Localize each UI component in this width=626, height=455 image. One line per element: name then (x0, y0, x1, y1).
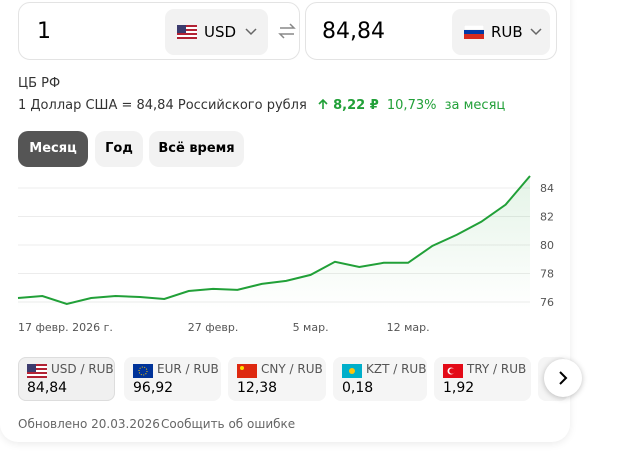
pair-card[interactable]: TRY / RUB 1,92 (434, 357, 531, 401)
next-button[interactable] (544, 359, 582, 397)
y-tick-label: 78 (540, 267, 554, 280)
flag (27, 364, 47, 378)
updated: Обновлено 20.03.2026 (18, 417, 160, 431)
pair-name: KZT / RUB (366, 362, 427, 376)
chevron (530, 28, 542, 36)
flag (443, 364, 463, 378)
pair-name: USD / RUB (51, 362, 114, 376)
flag (342, 364, 362, 378)
x-tick-label: 12 мар. (387, 321, 430, 334)
pair-value: 96,92 (133, 380, 174, 396)
pair-card[interactable]: EUR / RUB 96,92 (124, 357, 221, 401)
chart: 76 78 80 82 84 17 февр. 2026 г. 27 февр. 5 мар.… (17, 175, 554, 334)
swap-icon[interactable] (277, 22, 297, 40)
pair-value: 0,18 (342, 380, 374, 396)
chevron-right (559, 371, 568, 385)
flag (133, 364, 153, 378)
rate-period: за месяц (444, 98, 506, 113)
rate-change: 8,22 ₽ (333, 98, 379, 113)
pair-card[interactable]: KZT / RUB 0,18 (333, 357, 427, 401)
flag-us (177, 25, 197, 39)
pair-name: TRY / RUB (467, 362, 527, 376)
to-select[interactable]: RUB (452, 9, 550, 55)
flag (237, 364, 257, 378)
pair-card[interactable]: USD / RUB 84,84 (18, 357, 115, 401)
pair-value: 1,92 (443, 380, 475, 396)
report-link[interactable]: Сообщить об ошибке (161, 417, 296, 431)
from-input[interactable]: 1 USD (18, 2, 300, 60)
rate-text: 1 Доллар США = 84,84 Российского рубля (18, 98, 307, 113)
source: ЦБ РФ (18, 76, 61, 91)
tab[interactable]: Год (95, 131, 143, 167)
y-tick-label: 84 (540, 182, 554, 195)
line (17, 175, 531, 306)
up-arrow (318, 98, 328, 109)
to-currency: RUB (491, 23, 523, 41)
from-select[interactable]: USD (165, 9, 268, 55)
x-tick-label: 27 февр. (188, 321, 239, 334)
pair-value: 12,38 (237, 380, 278, 396)
y-tick-label: 76 (540, 296, 554, 309)
rate-line: 1 Доллар США = 84,84 Российского рубля 8… (18, 98, 505, 113)
pair-value: 84,84 (27, 380, 68, 396)
flag-ru (464, 25, 484, 39)
rate-percent: 10,73% (386, 98, 437, 113)
y-tick-label: 82 (540, 210, 554, 223)
to-input[interactable]: 84,84 RUB (305, 2, 557, 60)
pair-card[interactable]: CNY / RUB 12,38 (228, 357, 326, 401)
x-tick-label: 17 февр. 2026 г. (18, 321, 113, 334)
from-currency: USD (204, 23, 237, 41)
to-amount: 84,84 (322, 19, 385, 44)
area (18, 176, 530, 310)
tab[interactable]: Всё время (149, 131, 244, 167)
y-tick-label: 80 (540, 239, 554, 252)
pair-name: EUR / RUB (157, 362, 219, 376)
chevron (245, 28, 257, 36)
x-tick-label: 5 мар. (293, 321, 329, 334)
from-amount: 1 (37, 19, 51, 44)
tab-active[interactable]: Месяц (18, 131, 88, 167)
pair-name: CNY / RUB (261, 362, 323, 376)
